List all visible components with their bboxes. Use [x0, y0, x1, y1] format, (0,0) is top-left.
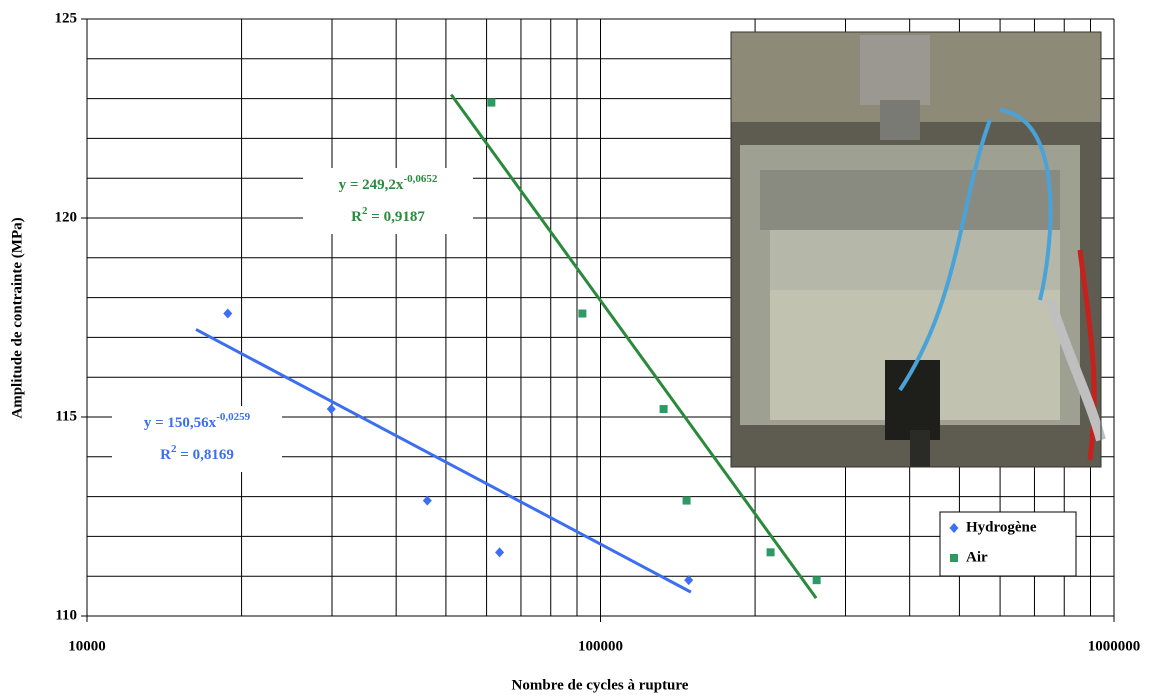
r2-exponent: 2 — [171, 443, 177, 455]
r2-text: R — [160, 447, 171, 463]
r2-value: = 0,9187 — [368, 209, 426, 225]
point — [812, 576, 821, 585]
point — [223, 308, 233, 319]
x-tick-label: 100000 — [578, 638, 623, 654]
x-tick-label: 1000000 — [1088, 638, 1141, 654]
trendline — [195, 328, 692, 594]
equation-exponent: -0,0652 — [403, 173, 437, 185]
legend-marker — [950, 554, 958, 562]
y-tick-label: 115 — [55, 408, 77, 424]
point — [326, 404, 336, 415]
point — [766, 548, 775, 557]
point — [659, 405, 668, 414]
y-tick-label: 120 — [55, 209, 78, 225]
point — [682, 496, 691, 505]
legend-label: Hydrogène — [966, 519, 1037, 535]
point — [487, 98, 496, 107]
legend-label: Air — [966, 549, 988, 565]
x-tick-label: 10000 — [68, 638, 106, 654]
point — [495, 547, 505, 558]
legend-marker — [949, 523, 959, 533]
r2-text: R — [351, 209, 362, 225]
r2-exponent: 2 — [362, 205, 368, 217]
point — [578, 309, 587, 318]
point — [684, 575, 694, 586]
trendline-r2: R2 = 0,9187 — [351, 205, 425, 226]
x-axis-label: Nombre de cycles à rupture — [512, 677, 689, 693]
label-background — [303, 168, 473, 234]
equation-exponent: -0,0259 — [216, 411, 250, 423]
trendline-equation: y = 150,56x-0,0259 — [144, 411, 251, 432]
trendline-equation: y = 249,2x-0,0652 — [339, 173, 438, 194]
y-tick-label: 110 — [55, 607, 77, 623]
inset-photo — [730, 31, 1106, 468]
y-tick-label: 125 — [55, 10, 78, 26]
equation-text: y = 150,56x — [144, 415, 217, 431]
label-background — [112, 406, 282, 472]
legend-box — [939, 511, 1077, 577]
trendline — [449, 93, 818, 599]
y-axis-label: Amplitude de contrainte (MPa) — [9, 217, 25, 418]
equation-text: y = 249,2x — [339, 177, 404, 193]
trendline-r2: R2 = 0,8169 — [160, 443, 234, 464]
point — [422, 495, 432, 506]
r2-value: = 0,8169 — [177, 447, 234, 463]
